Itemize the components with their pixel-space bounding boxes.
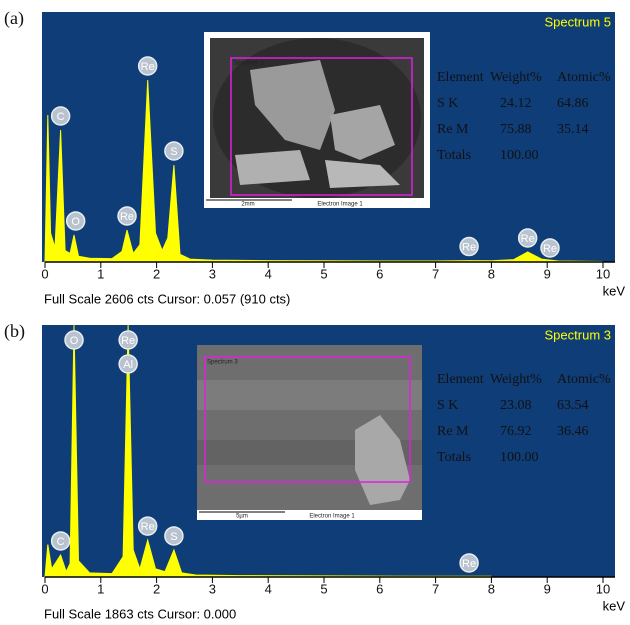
inset-label: Spectrum 5 [233, 61, 264, 67]
peak-label: Re [141, 61, 155, 73]
table-header: Element [437, 372, 484, 387]
table-header: Atomic% [557, 372, 611, 387]
peak-label: Re [120, 211, 134, 223]
table-cell: 24.12 [500, 96, 532, 111]
table-cell: 64.86 [557, 96, 589, 111]
table-cell: 23.08 [500, 398, 532, 413]
x-tick-label: 1 [97, 266, 104, 281]
spectrum-title: Spectrum 3 [545, 327, 611, 342]
x-axis-label: keV [603, 598, 626, 613]
x-tick-label: 3 [209, 581, 216, 596]
figure: (a)Spectrum 5012345678910keVFull Scale 2… [0, 0, 630, 625]
peak-label: Re [543, 243, 557, 255]
x-tick-label: 2 [153, 266, 160, 281]
inset-caption: Electron Image 1 [317, 202, 363, 208]
x-tick-label: 9 [544, 266, 551, 281]
table-header: Weight% [490, 372, 542, 387]
x-axis-label: keV [603, 283, 626, 298]
x-tick-label: 0 [41, 581, 48, 596]
x-tick-label: 6 [376, 266, 383, 281]
peak-label: S [170, 146, 177, 158]
peak-label: O [71, 216, 80, 228]
x-tick-label: 7 [432, 266, 439, 281]
table-cell: 75.88 [500, 122, 532, 137]
inset-caption: Electron Image 1 [309, 514, 355, 520]
peak-label: Re [141, 521, 155, 533]
x-tick-label: 7 [432, 581, 439, 596]
x-tick-label: 5 [320, 266, 327, 281]
x-tick-label: 4 [265, 581, 272, 596]
peak-label: Re [462, 558, 476, 570]
table-cell: 100.00 [500, 148, 539, 163]
table-cell: S K [437, 398, 458, 413]
sem-texture [197, 380, 422, 410]
x-tick-label: 0 [41, 266, 48, 281]
inset-scale: 2mm [241, 202, 254, 208]
x-tick-label: 9 [544, 581, 551, 596]
table-cell: Re M [437, 424, 469, 439]
table-cell: 63.54 [557, 398, 589, 413]
table-cell: S K [437, 96, 458, 111]
table-header: Atomic% [557, 70, 611, 85]
x-tick-label: 5 [320, 581, 327, 596]
x-tick-label: 10 [596, 581, 610, 596]
table-cell: 36.46 [557, 424, 589, 439]
inset-label: Spectrum 3 [207, 360, 238, 366]
footer: Full Scale 1863 cts Cursor: 0.000 [44, 606, 236, 621]
peak-label: C [57, 536, 65, 548]
inset-image: Spectrum 5 2mm Electron Image 1 [204, 32, 430, 208]
peak-label: Re [521, 233, 535, 245]
peak-label: S [170, 531, 177, 543]
inset-scale: 5µm [236, 514, 248, 520]
table-cell: 35.14 [557, 122, 589, 137]
x-tick-label: 3 [209, 266, 216, 281]
spectrum-title: Spectrum 5 [545, 14, 611, 29]
peak-label: O [70, 335, 79, 347]
panel-label: (a) [4, 8, 24, 29]
table-cell: Re M [437, 122, 469, 137]
footer: Full Scale 2606 cts Cursor: 0.057 (910 c… [44, 291, 290, 306]
table-cell: Totals [437, 450, 471, 465]
x-tick-label: 8 [488, 266, 495, 281]
peak-label: Al [123, 359, 133, 371]
table-header: Weight% [490, 70, 542, 85]
inset-image: Spectrum 3 5µm Electron Image 1 [197, 345, 422, 520]
x-tick-label: 4 [265, 266, 272, 281]
table-cell: Totals [437, 148, 471, 163]
flake [235, 150, 310, 185]
table-cell: 76.92 [500, 424, 532, 439]
x-tick-label: 2 [153, 581, 160, 596]
x-tick-label: 6 [376, 581, 383, 596]
peak-label: C [57, 111, 65, 123]
x-tick-label: 1 [97, 581, 104, 596]
table-cell: 100.00 [500, 450, 539, 465]
table-header: Element [437, 70, 484, 85]
panel-label: (b) [4, 321, 25, 342]
x-tick-label: 10 [596, 266, 610, 281]
peak-label: Re [121, 335, 135, 347]
x-tick-label: 8 [488, 581, 495, 596]
peak-label: Re [462, 241, 476, 253]
